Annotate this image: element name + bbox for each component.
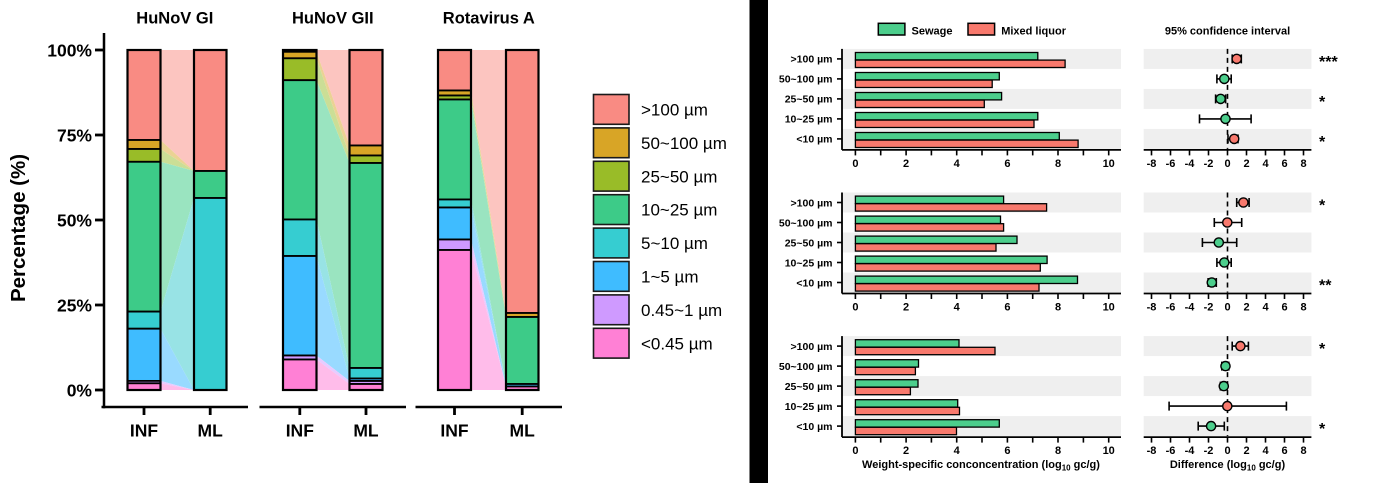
svg-text:INF: INF — [130, 421, 159, 441]
svg-text:95% confidence interval: 95% confidence interval — [1165, 25, 1290, 37]
svg-text:2: 2 — [903, 158, 909, 170]
svg-text:<10 µm: <10 µm — [796, 421, 832, 433]
svg-text:10~25 µm: 10~25 µm — [785, 401, 833, 413]
svg-text:10~25 µm: 10~25 µm — [785, 257, 833, 269]
svg-text:6: 6 — [1281, 445, 1287, 457]
svg-text:8: 8 — [1055, 158, 1061, 170]
svg-text:10: 10 — [1103, 158, 1115, 170]
svg-text:0.45~1 µm: 0.45~1 µm — [641, 301, 722, 320]
svg-text:6: 6 — [1281, 302, 1287, 314]
svg-text:25~50 µm: 25~50 µm — [785, 94, 833, 106]
svg-text:*: * — [1319, 134, 1326, 151]
svg-text:75%: 75% — [57, 125, 92, 145]
svg-text:>100 µm: >100 µm — [791, 54, 833, 66]
svg-text:10~25 µm: 10~25 µm — [785, 114, 833, 126]
svg-text:ML: ML — [353, 421, 379, 441]
svg-text:4: 4 — [954, 302, 961, 314]
svg-text:2: 2 — [1243, 445, 1249, 457]
svg-text:Difference (log10 gc/g): Difference (log10 gc/g) — [1170, 459, 1286, 473]
svg-text:2: 2 — [1243, 158, 1249, 170]
svg-text:10: 10 — [1103, 445, 1115, 457]
svg-text:HuNoV GII: HuNoV GII — [292, 10, 374, 28]
svg-text:1~5 µm: 1~5 µm — [641, 268, 699, 287]
svg-text:50~100 µm: 50~100 µm — [779, 361, 833, 373]
svg-text:-4: -4 — [1185, 302, 1196, 314]
svg-text:-2: -2 — [1204, 302, 1214, 314]
svg-text:>100 µm: >100 µm — [791, 197, 833, 209]
svg-text:>100 µm: >100 µm — [791, 341, 833, 353]
svg-text:INF: INF — [440, 421, 469, 441]
svg-text:50~100 µm: 50~100 µm — [641, 134, 727, 153]
svg-text:-4: -4 — [1185, 445, 1196, 457]
svg-text:6: 6 — [1004, 445, 1010, 457]
svg-text:4: 4 — [1262, 302, 1269, 314]
svg-text:>100 µm: >100 µm — [641, 101, 708, 120]
svg-text:0: 0 — [1224, 158, 1230, 170]
svg-text:<0.45 µm: <0.45 µm — [641, 334, 713, 353]
svg-text:0: 0 — [852, 158, 858, 170]
svg-text:<10 µm: <10 µm — [796, 277, 832, 289]
svg-text:50%: 50% — [57, 210, 92, 230]
svg-text:***: *** — [1319, 54, 1338, 71]
svg-text:6: 6 — [1004, 158, 1010, 170]
svg-text:Sewage: Sewage — [912, 25, 953, 37]
svg-text:*: * — [1319, 94, 1326, 111]
svg-text:*: * — [1319, 341, 1326, 358]
svg-text:INF: INF — [286, 421, 315, 441]
svg-text:-6: -6 — [1166, 158, 1176, 170]
svg-text:HuNoV GI: HuNoV GI — [136, 10, 213, 28]
svg-text:25~50 µm: 25~50 µm — [641, 167, 717, 186]
svg-text:0: 0 — [1224, 302, 1230, 314]
svg-text:0: 0 — [852, 445, 858, 457]
svg-text:2: 2 — [903, 302, 909, 314]
svg-text:4: 4 — [1262, 445, 1269, 457]
svg-text:2: 2 — [903, 445, 909, 457]
svg-text:-2: -2 — [1204, 158, 1214, 170]
svg-text:50~100 µm: 50~100 µm — [779, 74, 833, 86]
svg-text:**: ** — [1319, 278, 1332, 295]
svg-text:2: 2 — [1243, 302, 1249, 314]
svg-text:-4: -4 — [1185, 158, 1196, 170]
svg-text:25%: 25% — [57, 295, 92, 315]
svg-text:-6: -6 — [1166, 302, 1176, 314]
svg-text:4: 4 — [954, 445, 961, 457]
svg-text:Weight-specific conconcentrati: Weight-specific conconcentration (log10 … — [862, 459, 1100, 473]
svg-text:50~100 µm: 50~100 µm — [779, 217, 833, 229]
svg-text:10~25 µm: 10~25 µm — [641, 201, 717, 220]
svg-text:5~10 µm: 5~10 µm — [641, 234, 708, 253]
svg-text:8: 8 — [1300, 302, 1306, 314]
svg-text:10: 10 — [1103, 302, 1115, 314]
svg-text:-8: -8 — [1147, 445, 1157, 457]
svg-text:8: 8 — [1055, 445, 1061, 457]
svg-text:8: 8 — [1055, 302, 1061, 314]
svg-text:4: 4 — [954, 158, 961, 170]
svg-text:ML: ML — [198, 421, 224, 441]
svg-text:0: 0 — [1224, 445, 1230, 457]
svg-text:-8: -8 — [1147, 302, 1157, 314]
svg-text:0%: 0% — [67, 380, 93, 400]
svg-text:*: * — [1319, 198, 1326, 215]
svg-text:Rotavirus A: Rotavirus A — [443, 10, 535, 28]
svg-text:4: 4 — [1262, 158, 1269, 170]
svg-text:Percentage (%): Percentage (%) — [7, 154, 30, 302]
svg-text:0: 0 — [852, 302, 858, 314]
svg-text:*: * — [1319, 421, 1326, 438]
svg-text:8: 8 — [1300, 158, 1306, 170]
svg-text:6: 6 — [1004, 302, 1010, 314]
svg-text:-2: -2 — [1204, 445, 1214, 457]
svg-text:100%: 100% — [47, 40, 92, 60]
svg-text:<10 µm: <10 µm — [796, 134, 832, 146]
svg-text:6: 6 — [1281, 158, 1287, 170]
svg-text:25~50 µm: 25~50 µm — [785, 381, 833, 393]
svg-text:-6: -6 — [1166, 445, 1176, 457]
svg-text:25~50 µm: 25~50 µm — [785, 237, 833, 249]
svg-text:-8: -8 — [1147, 158, 1157, 170]
svg-text:Mixed liquor: Mixed liquor — [1001, 25, 1066, 37]
svg-text:ML: ML — [510, 421, 536, 441]
svg-text:8: 8 — [1300, 445, 1306, 457]
